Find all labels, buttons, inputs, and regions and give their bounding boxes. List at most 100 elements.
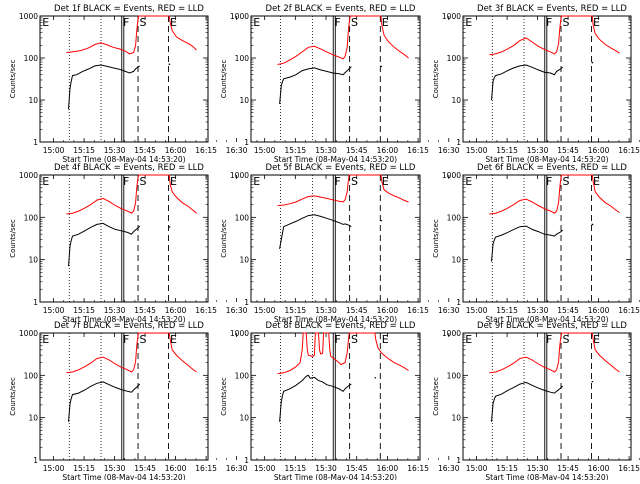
y-tick-label: 1000 (19, 171, 38, 180)
marker-letter: E (42, 175, 49, 188)
chart-title: Det 4f BLACK = Events, RED = LLD (54, 163, 204, 173)
marker-letter: S (351, 333, 358, 346)
y-axis-label: Counts/sec (9, 60, 17, 99)
marker-letter: S (351, 16, 358, 29)
x-tick-label: 15:45 (134, 306, 156, 315)
x-tick-label: 16:15 (195, 306, 217, 315)
x-tick-label: 15:30 (527, 464, 549, 473)
events-fragment-line (168, 63, 171, 66)
x-axis-label: Start Time (08-May-04 14:53:20) (485, 473, 608, 480)
y-tick-label: 1 (33, 298, 38, 307)
chart-title: Det 7f BLACK = Events, RED = LLD (54, 321, 204, 331)
x-tick-label: 16:15 (618, 306, 640, 315)
x-tick-label: 16:15 (195, 146, 217, 155)
marker-letter: E (42, 333, 49, 346)
x-axis-label: Start Time (08-May-04 14:53:20) (274, 473, 397, 480)
y-tick-label: 1 (33, 456, 38, 465)
marker-letter: E (382, 333, 389, 346)
y-axis-label: Counts/sec (220, 219, 228, 258)
detector-panel: Det 6f BLACK = Events, RED = LLD 1 10 100 10… (432, 163, 640, 324)
marker-letter: F (546, 16, 552, 29)
events-series-line (491, 225, 564, 262)
lld-series-line (66, 15, 197, 55)
x-axis-label: Start Time (08-May-04 14:53:20) (62, 473, 185, 480)
marker-letter: E (253, 16, 260, 29)
x-tick-label: 15:30 (527, 306, 549, 315)
x-tick-label: 16:00 (588, 464, 610, 473)
events-fragment-line (591, 223, 594, 226)
x-tick-label: 15:00 (43, 464, 65, 473)
marker-letter: S (351, 175, 358, 188)
x-axis-label: Start Time (08-May-04 14:53:20) (274, 315, 397, 324)
y-tick-label: 1 (33, 138, 38, 147)
x-tick-label: 15:00 (254, 306, 276, 315)
x-tick-label: 15:30 (104, 306, 126, 315)
marker-letter: E (593, 333, 600, 346)
events-series-line (491, 64, 564, 101)
x-axis-label: Start Time (08-May-04 14:53:20) (485, 155, 608, 164)
x-tick-label: 15:00 (254, 464, 276, 473)
y-tick-label: 100 (235, 371, 250, 380)
marker-letter: F (334, 333, 340, 346)
x-tick-label: 15:15 (73, 306, 95, 315)
events-series-line (68, 64, 140, 110)
events-series-line (68, 222, 141, 267)
y-tick-label: 100 (24, 213, 39, 222)
detector-panel: Det 2f BLACK = Events, RED = LLD 1 10 100 10… (220, 4, 470, 164)
y-tick-label: 10 (239, 256, 249, 265)
marker-letter: S (139, 175, 146, 188)
x-tick-label: 15:30 (104, 146, 126, 155)
marker-letter: E (465, 333, 472, 346)
chart-title: Det 5f BLACK = Events, RED = LLD (266, 163, 416, 173)
lld-series-line (489, 15, 620, 56)
lld-series-line (277, 15, 409, 65)
y-axis-label: Counts/sec (432, 377, 440, 416)
x-tick-label: 16:00 (377, 464, 399, 473)
events-series-line (279, 374, 352, 422)
detector-panel: Det 8f BLACK = Events, RED = LLD 1 10 100 10… (220, 321, 470, 482)
x-axis-label: Start Time (08-May-04 14:53:20) (274, 155, 397, 164)
y-tick-label: 1000 (19, 329, 38, 338)
x-tick-label: 16:15 (618, 146, 640, 155)
events-fragment-line (168, 226, 171, 228)
events-series-line (279, 66, 352, 105)
detector-panel: Det 3f BLACK = Events, RED = LLD 1 10 100 10… (432, 4, 640, 164)
y-tick-label: 1 (456, 138, 461, 147)
x-tick-label: 15:30 (315, 146, 337, 155)
marker-letter: E (382, 175, 389, 188)
marker-letter: E (382, 16, 389, 29)
x-tick-label: 16:15 (195, 464, 217, 473)
x-tick-label: 15:45 (557, 306, 579, 315)
chart-title: Det 3f BLACK = Events, RED = LLD (477, 4, 627, 14)
y-axis-label: Counts/sec (9, 377, 17, 416)
y-axis-label: Counts/sec (432, 60, 440, 99)
x-tick-label: 16:00 (165, 306, 187, 315)
marker-letter: S (562, 16, 569, 29)
y-tick-label: 10 (28, 414, 38, 423)
detector-panel: Det 4f BLACK = Events, RED = LLD 1 10 100 10… (9, 163, 258, 324)
x-tick-label: 16:15 (407, 146, 429, 155)
detector-panel: Det 1f BLACK = Events, RED = LLD 1 10 100 10… (9, 4, 258, 164)
x-axis-label: Start Time (08-May-04 14:53:20) (62, 315, 185, 324)
chart-title: Det 2f BLACK = Events, RED = LLD (266, 4, 416, 14)
y-tick-label: 1000 (230, 12, 249, 21)
marker-letter: E (170, 16, 177, 29)
y-tick-label: 10 (451, 96, 461, 105)
marker-letter: E (253, 333, 260, 346)
marker-letter: E (170, 175, 177, 188)
x-tick-label: 16:00 (588, 306, 610, 315)
y-tick-label: 100 (235, 54, 250, 63)
y-tick-label: 100 (24, 54, 39, 63)
x-tick-label: 15:00 (43, 146, 65, 155)
lld-series-line (489, 332, 620, 374)
x-tick-label: 15:15 (73, 146, 95, 155)
x-tick-label: 15:45 (134, 146, 156, 155)
x-tick-label: 16:30 (226, 146, 248, 155)
marker-letter: S (139, 333, 146, 346)
x-tick-label: 15:00 (254, 146, 276, 155)
x-tick-label: 15:45 (557, 464, 579, 473)
y-tick-label: 1 (244, 138, 249, 147)
x-tick-label: 15:00 (466, 306, 488, 315)
events-fragment-line (591, 61, 594, 64)
